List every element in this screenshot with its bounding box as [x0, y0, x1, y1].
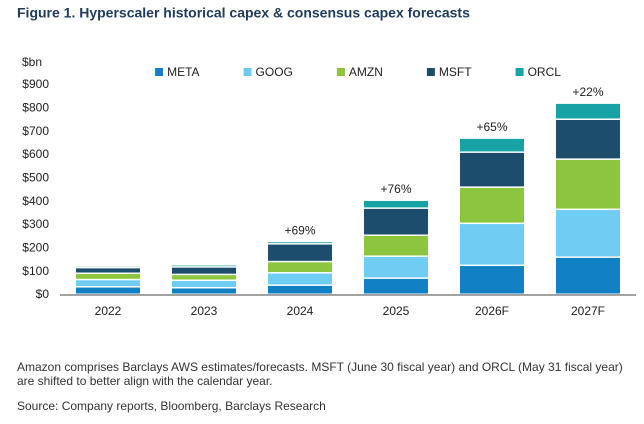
legend-label: GOOG [256, 65, 293, 79]
y-tick-label: $600 [22, 147, 49, 161]
legend-swatch [155, 68, 164, 76]
source: Source: Company reports, Bloomberg, Barc… [17, 399, 326, 413]
bar-segment [556, 257, 620, 294]
bar-segment [460, 152, 524, 187]
growth-label: +69% [284, 223, 315, 237]
bar-segment [76, 280, 140, 287]
x-tick-label: 2026F [475, 304, 509, 318]
bar-segment [172, 288, 236, 294]
bar-segment [172, 281, 236, 287]
y-tick-label: $200 [22, 241, 49, 255]
chart: Figure 1. Hyperscaler historical capex &… [17, 5, 636, 318]
bar-segment [556, 120, 620, 159]
legend-swatch [336, 68, 345, 76]
legend-label: AMZN [349, 65, 383, 79]
bar-segment [364, 200, 428, 208]
bar-segment [364, 278, 428, 294]
y-tick-label: $900 [22, 77, 49, 91]
bar-segment [364, 208, 428, 235]
bar-segment [460, 266, 524, 294]
growth-label: +65% [476, 120, 507, 134]
bar-segment [172, 267, 236, 274]
bar-segment [268, 262, 332, 273]
x-tick-label: 2025 [383, 304, 410, 318]
bar-segment [460, 224, 524, 265]
y-tick-label: $100 [22, 264, 49, 278]
growth-label: +22% [572, 85, 603, 99]
y-tick-label: $0 [36, 287, 50, 301]
bar-segment [364, 256, 428, 278]
bar-segment [172, 275, 236, 280]
bar-segment [268, 285, 332, 294]
bar-segment [268, 273, 332, 285]
y-tick-label: $700 [22, 124, 49, 138]
y-axis-label: $bn [22, 55, 42, 69]
x-tick-label: 2023 [191, 304, 218, 318]
legend-swatch [515, 68, 524, 76]
y-tick-label: $300 [22, 217, 49, 231]
bar-segment [460, 187, 524, 223]
x-tick-label: 2022 [95, 304, 122, 318]
bar-segment [556, 159, 620, 209]
bar-segment [172, 265, 236, 267]
x-tick-label: 2027F [571, 304, 605, 318]
x-tick-label: 2024 [287, 304, 314, 318]
y-tick-label: $800 [22, 101, 49, 115]
legend-label: MSFT [439, 65, 472, 79]
bar-segment [460, 138, 524, 152]
footnote: Amazon comprises Barclays AWS estimates/… [17, 360, 623, 388]
legend-label: ORCL [528, 65, 562, 79]
bar-segment [268, 244, 332, 261]
legend-swatch [243, 68, 252, 76]
y-tick-label: $400 [22, 194, 49, 208]
bar-segment [364, 235, 428, 256]
legend-swatch [426, 68, 435, 76]
bar-segment [76, 268, 140, 273]
y-tick-label: $500 [22, 171, 49, 185]
bar-segment [556, 103, 620, 119]
chart-title: Figure 1. Hyperscaler historical capex &… [17, 5, 470, 21]
bar-segment [76, 287, 140, 294]
growth-label: +76% [380, 182, 411, 196]
bar-segment [76, 274, 140, 279]
bar-segment [556, 210, 620, 257]
bar-segment [268, 242, 332, 244]
legend-label: META [167, 65, 199, 79]
